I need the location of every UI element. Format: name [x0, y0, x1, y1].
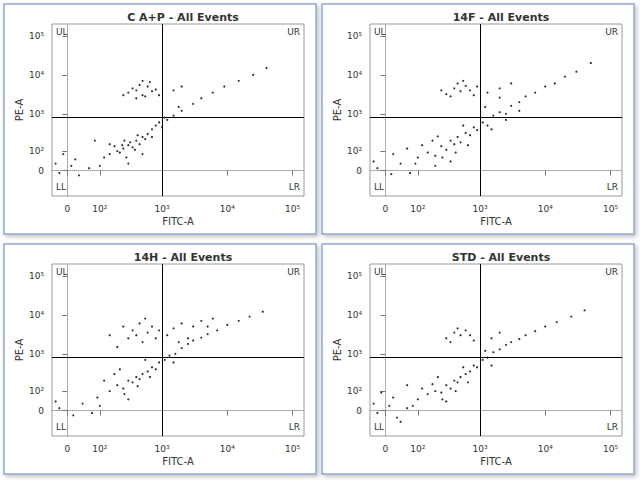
svg-text:0: 0 — [64, 444, 70, 454]
svg-text:UR: UR — [287, 27, 300, 37]
svg-text:10²: 10² — [29, 386, 44, 396]
svg-text:LL: LL — [374, 182, 384, 192]
svg-text:10⁴: 10⁴ — [220, 444, 235, 454]
svg-text:14H - All Events: 14H - All Events — [134, 251, 233, 264]
svg-text:10⁴: 10⁴ — [538, 444, 553, 454]
svg-text:UR: UR — [287, 267, 300, 277]
svg-text:10²: 10² — [92, 444, 107, 454]
svg-text:10³: 10³ — [473, 204, 488, 214]
svg-text:10³: 10³ — [473, 444, 488, 454]
svg-text:LL: LL — [56, 182, 66, 192]
svg-text:PE-A: PE-A — [14, 339, 25, 362]
svg-text:10⁵: 10⁵ — [347, 31, 362, 41]
svg-text:10⁵: 10⁵ — [603, 204, 618, 214]
svg-text:10⁵: 10⁵ — [347, 271, 362, 281]
svg-text:10³: 10³ — [347, 109, 362, 119]
svg-text:10³: 10³ — [155, 204, 170, 214]
svg-text:10²: 10² — [410, 204, 425, 214]
svg-text:FITC-A: FITC-A — [480, 216, 512, 227]
svg-text:10⁵: 10⁵ — [29, 271, 44, 281]
svg-text:10²: 10² — [92, 204, 107, 214]
svg-text:10⁴: 10⁴ — [29, 310, 44, 320]
svg-text:C A+P - All Events: C A+P - All Events — [127, 11, 239, 24]
svg-text:10²: 10² — [410, 444, 425, 454]
svg-text:LR: LR — [289, 182, 300, 192]
svg-text:14F - All Events: 14F - All Events — [453, 11, 550, 24]
svg-text:FITC-A: FITC-A — [162, 216, 194, 227]
svg-text:10⁴: 10⁴ — [220, 204, 235, 214]
svg-text:10²: 10² — [347, 146, 362, 156]
svg-text:10⁴: 10⁴ — [347, 310, 362, 320]
svg-text:UR: UR — [605, 27, 618, 37]
svg-text:10³: 10³ — [347, 349, 362, 359]
svg-text:0: 0 — [356, 406, 362, 416]
svg-text:10⁴: 10⁴ — [29, 70, 44, 80]
svg-text:0: 0 — [64, 204, 70, 214]
svg-text:10⁴: 10⁴ — [538, 204, 553, 214]
svg-text:10³: 10³ — [29, 349, 44, 359]
svg-text:LR: LR — [607, 422, 618, 432]
svg-text:10³: 10³ — [29, 109, 44, 119]
svg-text:0: 0 — [38, 406, 44, 416]
svg-text:10³: 10³ — [155, 444, 170, 454]
svg-text:STD - All Events: STD - All Events — [452, 251, 551, 264]
svg-text:UL: UL — [374, 27, 386, 37]
svg-text:PE-A: PE-A — [332, 99, 343, 122]
svg-text:LL: LL — [374, 422, 384, 432]
svg-text:UL: UL — [56, 267, 68, 277]
svg-text:10⁵: 10⁵ — [285, 204, 300, 214]
svg-text:LR: LR — [289, 422, 300, 432]
svg-text:0: 0 — [382, 444, 388, 454]
svg-text:10⁵: 10⁵ — [29, 31, 44, 41]
svg-text:10⁴: 10⁴ — [347, 70, 362, 80]
svg-text:PE-A: PE-A — [14, 99, 25, 122]
svg-text:FITC-A: FITC-A — [162, 456, 194, 467]
svg-text:0: 0 — [356, 166, 362, 176]
svg-text:10⁵: 10⁵ — [603, 444, 618, 454]
svg-text:UL: UL — [56, 27, 68, 37]
svg-text:10⁵: 10⁵ — [285, 444, 300, 454]
svg-text:LL: LL — [56, 422, 66, 432]
svg-text:FITC-A: FITC-A — [480, 456, 512, 467]
svg-text:UL: UL — [374, 267, 386, 277]
svg-text:LR: LR — [607, 182, 618, 192]
svg-text:10²: 10² — [29, 146, 44, 156]
svg-text:0: 0 — [382, 204, 388, 214]
svg-text:0: 0 — [38, 166, 44, 176]
svg-text:PE-A: PE-A — [332, 339, 343, 362]
svg-text:10²: 10² — [347, 386, 362, 396]
svg-text:UR: UR — [605, 267, 618, 277]
